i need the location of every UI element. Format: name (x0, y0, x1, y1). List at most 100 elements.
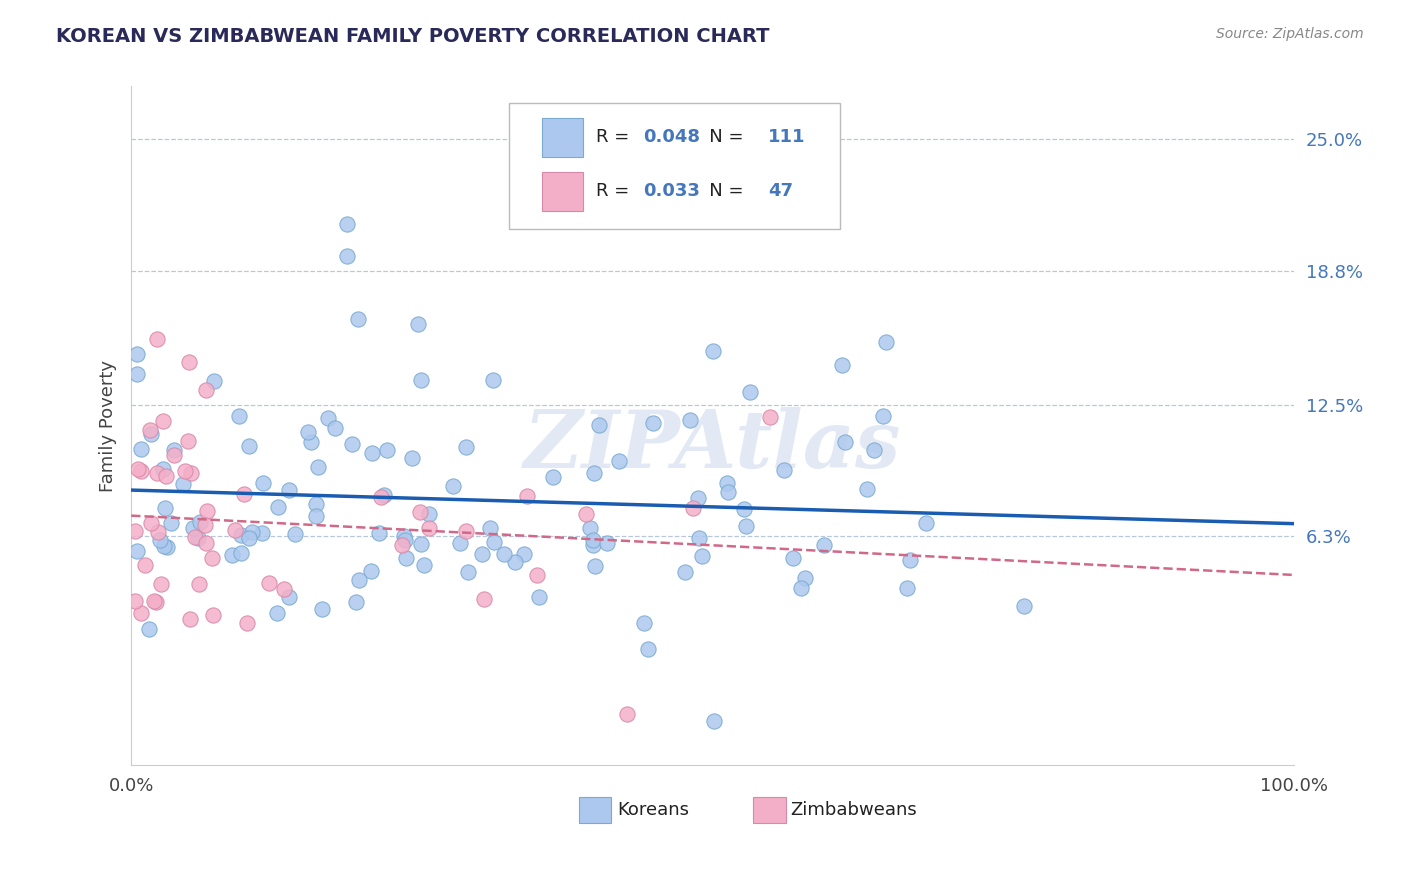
Text: 0.033: 0.033 (643, 182, 700, 200)
Point (194, 517, 217, 532)
Point (145, 595, 167, 609)
Y-axis label: Family Poverty: Family Poverty (100, 359, 117, 491)
Point (492, 547, 515, 561)
Point (257, 576, 280, 591)
Point (180, 467, 202, 481)
Point (409, 537, 432, 551)
Point (394, 551, 416, 566)
Point (392, 529, 415, 543)
Point (503, 555, 526, 569)
Point (139, 427, 162, 442)
Point (643, 416, 665, 430)
Text: 111: 111 (768, 128, 806, 146)
Point (682, 501, 704, 516)
Point (782, 551, 804, 566)
Point (266, 500, 288, 515)
Point (124, 524, 146, 538)
Point (231, 528, 253, 542)
Point (863, 442, 886, 457)
Point (316, 410, 339, 425)
Point (152, 462, 174, 476)
Point (471, 547, 494, 561)
Point (394, 533, 416, 547)
FancyBboxPatch shape (541, 171, 583, 211)
Point (813, 538, 835, 552)
Point (201, 608, 224, 623)
FancyBboxPatch shape (509, 103, 841, 229)
Point (250, 525, 273, 540)
Point (579, 521, 602, 535)
Point (834, 435, 856, 450)
Point (172, 477, 194, 491)
Point (125, 367, 148, 381)
Text: 47: 47 (768, 182, 793, 200)
Point (125, 346, 148, 360)
Point (138, 423, 160, 437)
Point (543, 470, 565, 484)
Point (875, 334, 897, 349)
Point (232, 487, 254, 501)
Point (273, 582, 295, 597)
Point (690, 549, 713, 563)
Point (240, 524, 263, 539)
Point (609, 454, 631, 468)
Point (129, 464, 152, 478)
Point (360, 564, 382, 578)
Point (454, 524, 477, 538)
Point (401, 451, 423, 466)
Point (124, 594, 146, 608)
Point (616, 706, 638, 721)
Point (449, 536, 471, 550)
Point (146, 467, 169, 481)
FancyBboxPatch shape (541, 118, 583, 157)
Point (588, 417, 610, 432)
Point (221, 548, 243, 562)
Point (373, 488, 395, 502)
Point (146, 524, 169, 539)
FancyBboxPatch shape (579, 797, 612, 822)
Point (418, 507, 440, 521)
Point (717, 484, 740, 499)
Point (284, 526, 307, 541)
Point (142, 594, 165, 608)
Point (153, 539, 176, 553)
Point (794, 571, 817, 585)
Point (336, 217, 359, 231)
Point (138, 622, 160, 636)
Point (702, 344, 724, 359)
Point (596, 535, 619, 549)
Point (184, 530, 207, 544)
Point (898, 553, 921, 567)
Point (127, 462, 149, 476)
Point (179, 355, 201, 369)
Point (831, 359, 853, 373)
Point (201, 550, 224, 565)
Point (481, 373, 503, 387)
Point (228, 409, 250, 424)
Point (129, 606, 152, 620)
Point (482, 535, 505, 549)
Point (457, 565, 479, 579)
Point (759, 410, 782, 425)
Point (575, 507, 598, 521)
Point (173, 464, 195, 478)
Point (734, 519, 756, 533)
Point (688, 491, 710, 506)
Point (155, 468, 177, 483)
Text: 0.048: 0.048 (643, 128, 700, 146)
Point (375, 442, 398, 457)
Point (129, 442, 152, 457)
Point (582, 533, 605, 547)
Point (772, 463, 794, 477)
Point (349, 573, 371, 587)
Text: KOREAN VS ZIMBABWEAN FAMILY POVERTY CORRELATION CHART: KOREAN VS ZIMBABWEAN FAMILY POVERTY CORR… (56, 27, 769, 45)
Point (139, 516, 162, 531)
Point (472, 591, 495, 606)
Point (347, 312, 370, 326)
Text: R =: R = (596, 128, 636, 146)
Point (582, 466, 605, 480)
Point (236, 616, 259, 631)
Point (412, 558, 434, 572)
Point (194, 384, 217, 398)
Point (149, 576, 172, 591)
